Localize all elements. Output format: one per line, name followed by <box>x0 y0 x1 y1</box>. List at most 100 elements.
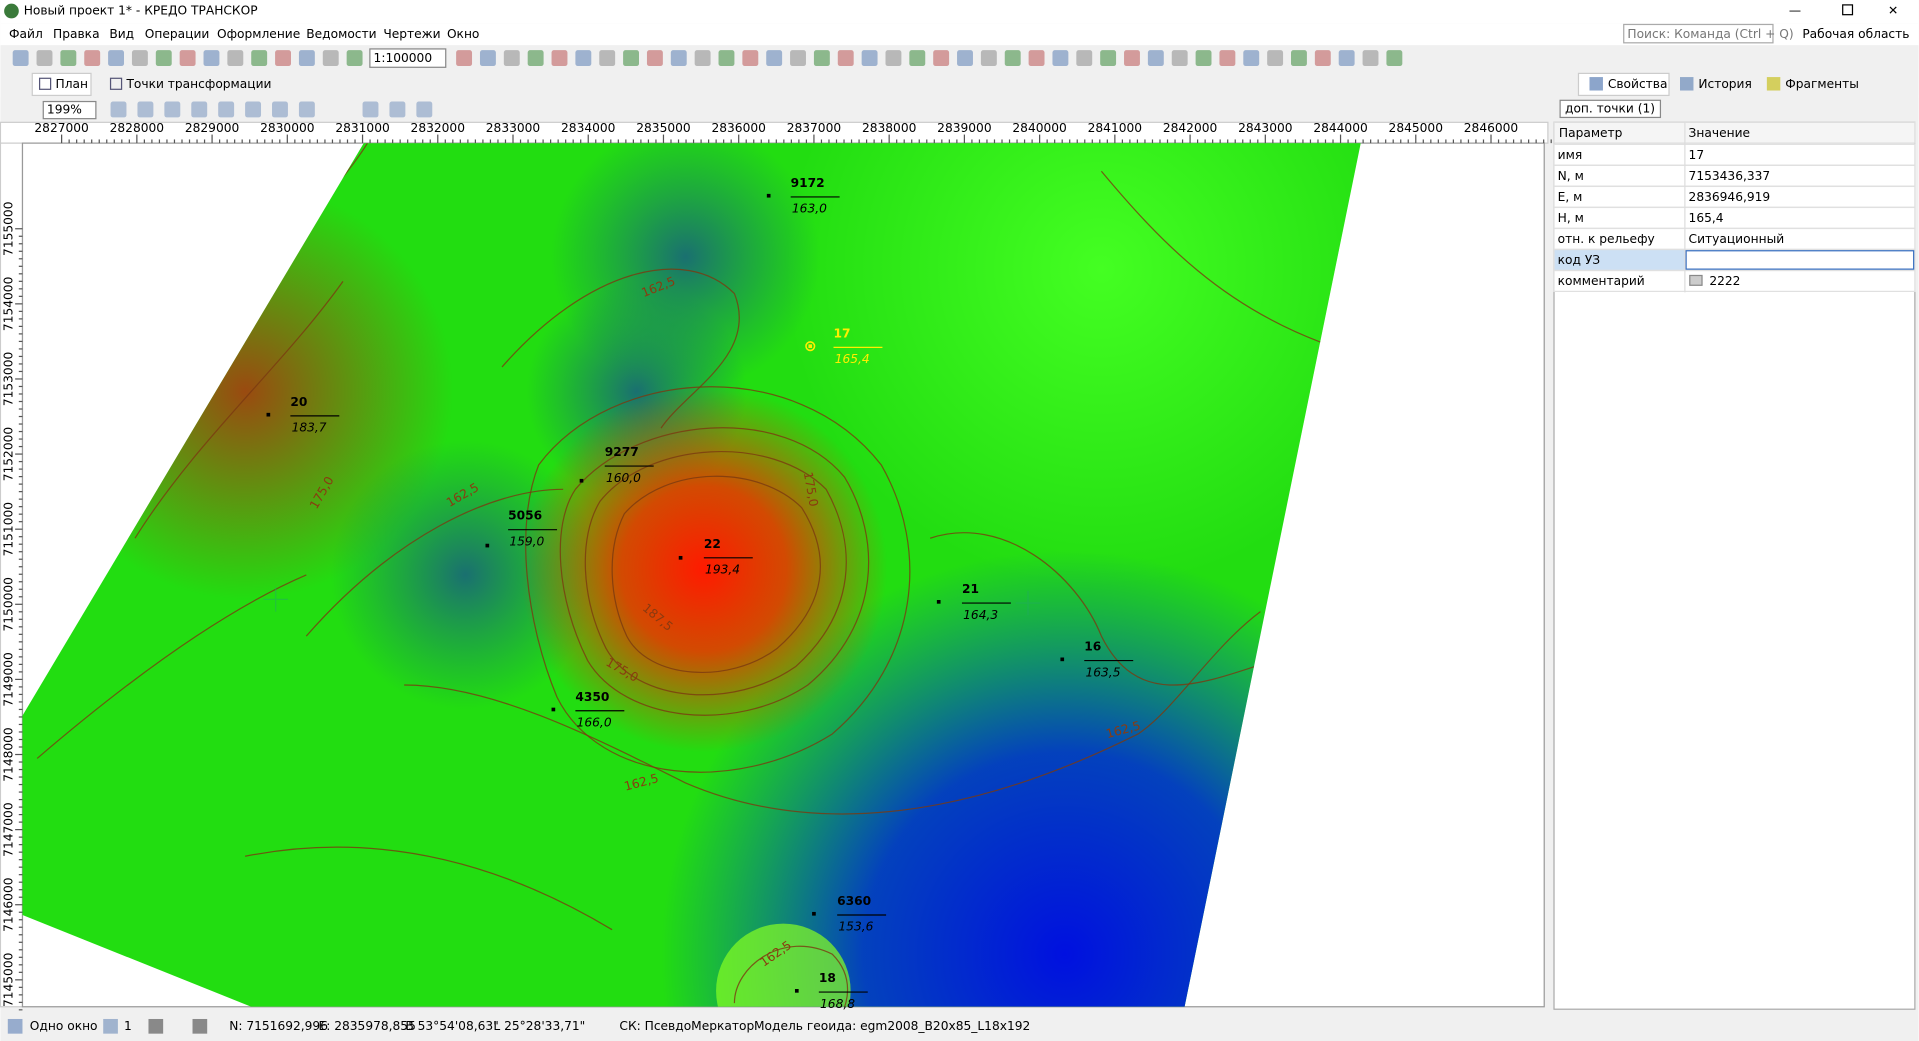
zoom-combo[interactable] <box>42 100 97 120</box>
panel-tab[interactable]: Фрагменты <box>1785 77 1859 91</box>
toolbar-button[interactable] <box>1243 50 1260 67</box>
toolbar-button[interactable] <box>60 50 77 67</box>
toolbar-button[interactable] <box>599 50 616 67</box>
toolbar-button[interactable] <box>575 50 592 67</box>
close[interactable]: ✕ <box>1888 4 1898 18</box>
toolbar-button[interactable] <box>980 50 997 67</box>
point[interactable] <box>551 707 556 712</box>
toolbar-button[interactable] <box>275 50 291 67</box>
menu-item[interactable]: Вид <box>109 27 134 41</box>
scale-combo[interactable] <box>369 48 447 68</box>
toolbar-button[interactable] <box>885 50 902 67</box>
toolbar-button[interactable] <box>1004 50 1021 67</box>
search-box[interactable] <box>1623 23 1774 44</box>
panel-tab[interactable]: История <box>1698 77 1752 91</box>
toolbar-button[interactable] <box>646 50 663 67</box>
filter-combo[interactable] <box>1559 99 1662 119</box>
toolbar-button[interactable] <box>1100 50 1117 67</box>
map-tool-button[interactable] <box>298 101 315 118</box>
restore[interactable] <box>1842 4 1854 16</box>
toolbar-button[interactable] <box>1052 50 1069 67</box>
toolbar-button[interactable] <box>456 50 473 67</box>
toolbar-button[interactable] <box>84 50 101 67</box>
toolbar-button[interactable] <box>1291 50 1307 67</box>
minimize[interactable]: — <box>1789 4 1801 18</box>
toolbar-button[interactable] <box>1195 50 1212 67</box>
point[interactable] <box>808 344 813 349</box>
toolbar-button[interactable] <box>790 50 806 67</box>
map-tool-button[interactable] <box>416 101 433 118</box>
toolbar-button[interactable] <box>179 50 196 67</box>
map-tool-button[interactable] <box>137 101 154 118</box>
map-tool-button[interactable] <box>245 101 262 118</box>
menu-item[interactable]: Чертежи <box>383 27 440 41</box>
toolbar-button[interactable] <box>131 50 148 67</box>
toolbar-button[interactable] <box>1314 50 1331 67</box>
menu-item[interactable]: Операции <box>145 27 210 41</box>
map-tool-button[interactable] <box>110 101 127 118</box>
toolbar-button[interactable] <box>933 50 950 67</box>
map-tool-button[interactable] <box>218 101 235 118</box>
map-tool-button[interactable] <box>164 101 181 118</box>
point[interactable] <box>485 543 490 548</box>
toolbar-button[interactable] <box>623 50 640 67</box>
toolbar-button[interactable] <box>766 50 783 67</box>
map-tool-button[interactable] <box>191 101 208 118</box>
selected-point[interactable] <box>805 341 816 352</box>
toolbar-button[interactable] <box>108 50 125 67</box>
toolbar-button[interactable] <box>909 50 926 67</box>
menu-item[interactable]: Файл <box>9 27 43 41</box>
toolbar-button[interactable] <box>670 50 687 67</box>
toolbar-button[interactable] <box>1171 50 1188 67</box>
point[interactable] <box>579 478 584 483</box>
status-icon[interactable] <box>192 1018 208 1034</box>
toolbar-button[interactable] <box>694 50 711 67</box>
map-tool-button[interactable] <box>362 101 379 118</box>
toolbar-button[interactable] <box>1267 50 1284 67</box>
toolbar-button[interactable] <box>1362 50 1379 67</box>
point[interactable] <box>766 193 771 198</box>
toolbar-button[interactable] <box>1147 50 1164 67</box>
toolbar-button[interactable] <box>1219 50 1236 67</box>
menu-item[interactable]: Оформление <box>217 27 300 41</box>
toolbar-button[interactable] <box>1386 50 1403 67</box>
toolbar-button[interactable] <box>861 50 878 67</box>
toolbar-button[interactable] <box>837 50 854 67</box>
value-editor[interactable] <box>1685 250 1915 270</box>
toolbar-button[interactable] <box>527 50 544 67</box>
toolbar-button[interactable] <box>742 50 759 67</box>
menu-item[interactable]: Правка <box>53 27 100 41</box>
toolbar-button[interactable] <box>227 50 244 67</box>
toolbar-button[interactable] <box>503 50 520 67</box>
status-icon[interactable] <box>103 1018 118 1034</box>
toolbar-button[interactable] <box>718 50 735 67</box>
toolbar-button[interactable] <box>36 50 53 67</box>
point[interactable] <box>812 911 816 916</box>
map-tool-button[interactable] <box>389 101 406 118</box>
point[interactable] <box>794 989 799 993</box>
menu-item[interactable]: Ведомости <box>306 27 376 41</box>
toolbar-button[interactable] <box>12 50 29 67</box>
toolbar-button[interactable] <box>346 50 363 67</box>
toolbar-button[interactable] <box>251 50 268 67</box>
tab[interactable]: План <box>56 77 88 91</box>
toolbar-button[interactable] <box>1028 50 1045 67</box>
tab[interactable]: Точки трансформации <box>125 77 271 91</box>
toolbar-button[interactable] <box>1338 50 1355 67</box>
workspace[interactable]: Рабочая область <box>1802 27 1909 41</box>
toolbar-button[interactable] <box>813 50 830 67</box>
toolbar-button[interactable] <box>957 50 973 67</box>
point[interactable] <box>266 412 271 417</box>
status-icon[interactable] <box>148 1018 164 1034</box>
toolbar-button[interactable] <box>298 50 315 67</box>
panel-tab[interactable]: Свойства <box>1608 77 1668 91</box>
toolbar-button[interactable] <box>479 50 496 67</box>
toolbar-button[interactable] <box>322 50 339 67</box>
point[interactable] <box>936 600 941 604</box>
point[interactable] <box>1060 657 1065 662</box>
toolbar-button[interactable] <box>155 50 172 67</box>
toolbar-button[interactable] <box>1124 50 1140 67</box>
point[interactable] <box>678 555 683 560</box>
toolbar-button[interactable] <box>203 50 220 67</box>
toolbar-button[interactable] <box>1076 50 1093 67</box>
